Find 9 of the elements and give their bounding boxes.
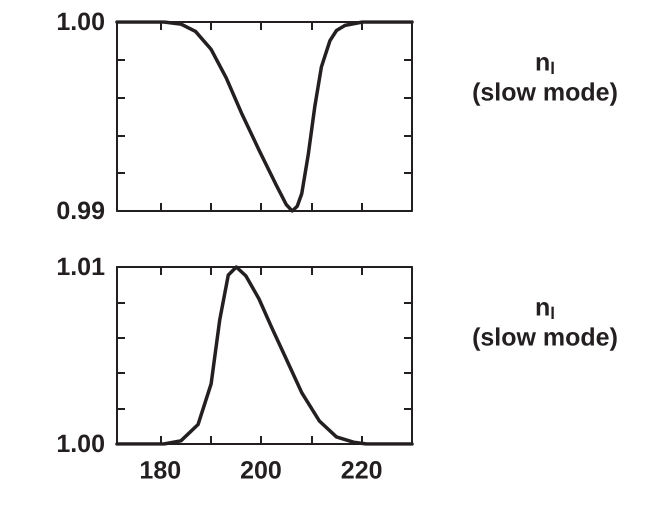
y-tick-label: 1.00 bbox=[56, 430, 105, 458]
x-tick-label: 200 bbox=[240, 456, 282, 484]
text: (slow mode) bbox=[472, 324, 618, 352]
y-tick-label: 1.00 bbox=[56, 8, 105, 36]
y-tick-label: 0.99 bbox=[56, 197, 105, 225]
text: (slow mode) bbox=[472, 78, 618, 106]
x-tick-label: 180 bbox=[139, 456, 182, 484]
x-tick-label: 220 bbox=[340, 456, 383, 484]
y-tick-label: 1.01 bbox=[56, 253, 106, 281]
